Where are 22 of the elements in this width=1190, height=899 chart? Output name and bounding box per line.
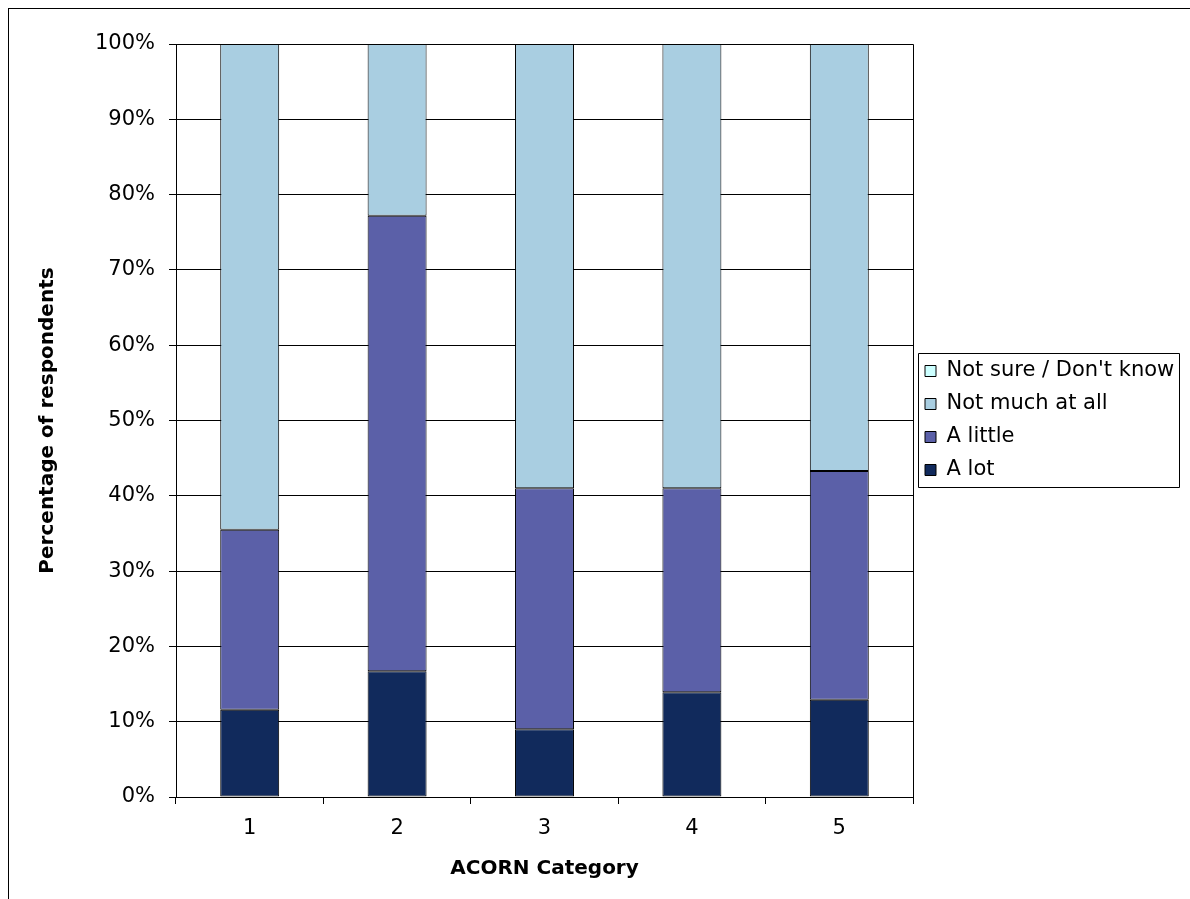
y-tick-label: 40%: [108, 482, 155, 507]
legend-label: Not much at all: [946, 390, 1108, 415]
legend-label: Not sure / Don't know: [946, 357, 1175, 382]
legend-label: A little: [946, 423, 1015, 448]
y-tick-label: 100%: [94, 30, 155, 55]
x-tick-label: 3: [537, 815, 552, 840]
x-axis-title: ACORN Category: [450, 855, 639, 880]
y-tick-label: 70%: [108, 256, 155, 281]
y-axis-title: Percentage of respondents: [34, 267, 59, 574]
y-tick-label: 0%: [121, 783, 155, 808]
x-tick-label: 2: [390, 815, 404, 840]
y-tick-label: 80%: [108, 181, 155, 206]
y-tick-label: 30%: [108, 557, 155, 582]
x-tick-label: 5: [832, 815, 846, 840]
y-tick-label: 20%: [108, 632, 155, 657]
y-tick-label: 50%: [108, 406, 155, 431]
legend-label: A lot: [946, 456, 995, 481]
x-tick-label: 4: [685, 815, 699, 840]
y-tick-label: 60%: [108, 331, 155, 356]
x-tick-label: 1: [243, 815, 257, 840]
y-tick-label: 90%: [108, 105, 155, 130]
y-tick-label: 10%: [108, 708, 155, 733]
